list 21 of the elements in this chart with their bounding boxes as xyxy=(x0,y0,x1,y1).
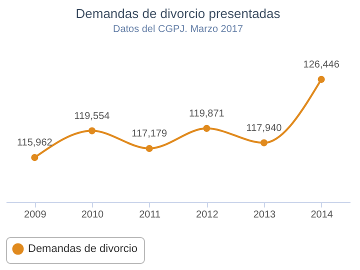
data-label: 117,940 xyxy=(246,122,282,134)
x-tick-label: 2014 xyxy=(310,210,334,220)
point xyxy=(318,76,325,83)
data-label: 115,962 xyxy=(16,138,53,149)
x-tick-label: 2009 xyxy=(24,210,47,220)
x-tick-label: 2011 xyxy=(139,210,162,220)
point xyxy=(203,124,210,132)
point xyxy=(31,154,38,162)
chart-subtitle: Datos del CGPJ. Marzo 2017 xyxy=(112,24,244,35)
data-label: 117,179 xyxy=(132,128,168,140)
legend-label: Demandas de divorcio xyxy=(28,243,138,255)
chart-title: Demandas de divorcio presentadas xyxy=(76,6,281,21)
data-label: 119,554 xyxy=(74,110,110,122)
data-label: 126,446 xyxy=(303,59,340,70)
x-tick-label: 2012 xyxy=(196,210,219,220)
x-tick-label: 2010 xyxy=(81,210,104,220)
point xyxy=(146,144,153,152)
x-tick-label: 2013 xyxy=(253,210,276,220)
point xyxy=(260,139,268,146)
point xyxy=(88,127,96,134)
data-label: 119,871 xyxy=(188,108,225,120)
